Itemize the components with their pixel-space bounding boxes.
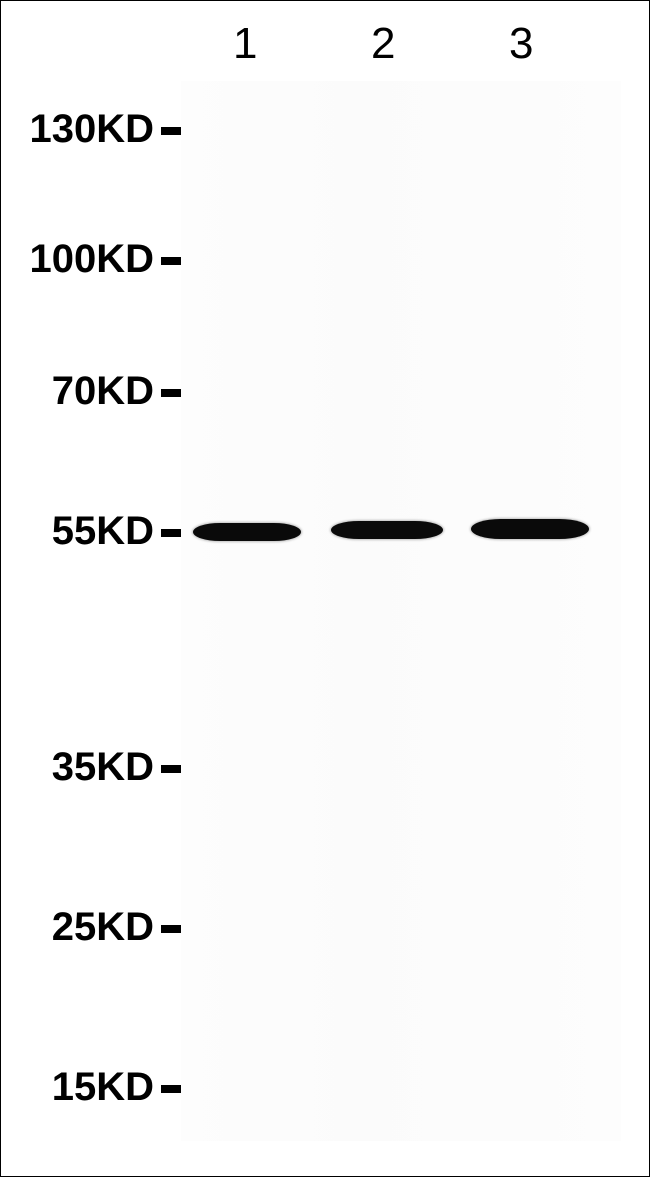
band-lane2-55kd: [331, 521, 443, 539]
mw-tick-70: [161, 389, 181, 397]
mw-label-55: 55KD: [52, 509, 154, 554]
mw-tick-130: [161, 127, 181, 135]
mw-tick-25: [161, 925, 181, 933]
mw-label-100: 100KD: [29, 237, 154, 282]
blot-membrane: [181, 81, 621, 1141]
mw-tick-55: [161, 529, 181, 537]
lane-label-1: 1: [233, 19, 257, 69]
band-lane3-55kd: [471, 519, 589, 539]
mw-tick-100: [161, 257, 181, 265]
band-lane1-55kd: [193, 523, 301, 541]
mw-label-35: 35KD: [52, 745, 154, 790]
lane-label-2: 2: [371, 19, 395, 69]
mw-label-130: 130KD: [29, 107, 154, 152]
mw-tick-15: [161, 1085, 181, 1093]
mw-label-70: 70KD: [52, 369, 154, 414]
mw-label-25: 25KD: [52, 905, 154, 950]
western-blot-figure: 1 2 3 130KD 100KD 70KD 55KD 35KD 25KD 15…: [0, 0, 650, 1177]
mw-tick-35: [161, 765, 181, 773]
mw-label-15: 15KD: [52, 1065, 154, 1110]
lane-label-3: 3: [509, 19, 533, 69]
